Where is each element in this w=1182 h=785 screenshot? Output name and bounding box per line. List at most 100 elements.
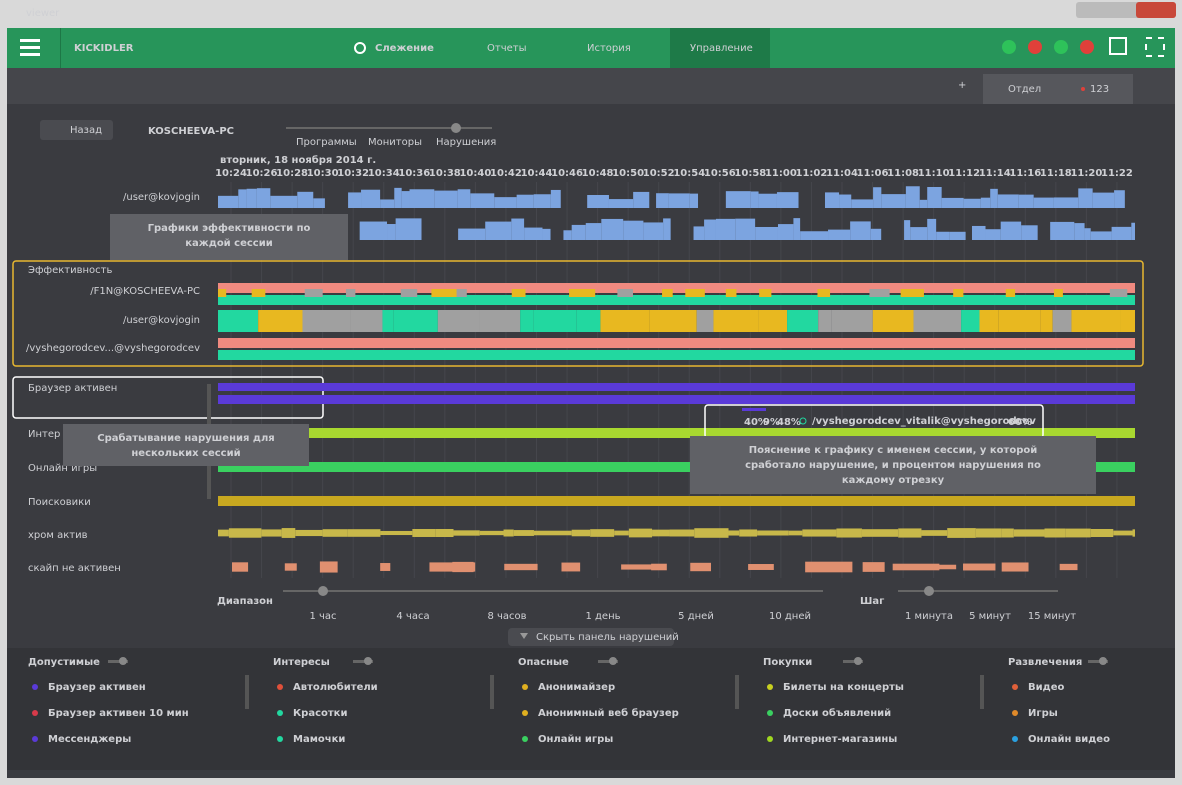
category-dot	[767, 736, 773, 742]
menu-icon[interactable]	[20, 53, 40, 56]
efficiency-segment	[617, 289, 634, 297]
step-option[interactable]: 1 минута	[905, 611, 953, 622]
category-item[interactable]: Красотки	[293, 708, 347, 719]
range-option[interactable]: 1 день	[585, 611, 620, 622]
mode-slider	[286, 127, 492, 129]
category-dot	[522, 684, 528, 690]
range-option[interactable]: 8 часов	[487, 611, 526, 622]
category-toggle[interactable]	[108, 660, 128, 663]
range-option[interactable]: 1 час	[309, 611, 336, 622]
menu-icon[interactable]	[20, 39, 40, 42]
category-item[interactable]: Браузер активен	[48, 682, 146, 693]
activity-bar	[401, 191, 410, 208]
category-item[interactable]: Доски объявлений	[783, 707, 891, 719]
mode-label[interactable]: Мониторы	[368, 137, 422, 148]
category-item[interactable]: Автолюбители	[293, 681, 378, 693]
category-item[interactable]: Мессенджеры	[48, 734, 131, 745]
category-toggle[interactable]	[843, 660, 863, 663]
activity-bar	[550, 189, 561, 208]
time-label: 10:46	[551, 168, 583, 179]
violation-segment	[218, 529, 229, 537]
activity-bar	[793, 218, 801, 240]
step-option[interactable]: 5 минут	[969, 611, 1011, 622]
activity-bar	[1053, 197, 1079, 208]
time-label: 10:30	[307, 168, 339, 179]
time-label: 11:20	[1070, 168, 1102, 179]
time-label: 10:28	[276, 168, 308, 179]
activity-bar	[663, 218, 671, 240]
range-knob[interactable]	[318, 586, 328, 596]
efficiency-segment	[713, 310, 759, 332]
activity-bar	[1092, 192, 1115, 208]
violation-strip	[218, 496, 1135, 506]
activity-bar	[643, 222, 664, 240]
violation-segment	[503, 529, 514, 537]
step-knob[interactable]	[924, 586, 934, 596]
time-label: 10:44	[521, 168, 553, 179]
activity-bar	[828, 229, 851, 240]
close-button[interactable]	[1136, 2, 1176, 18]
category-dot	[1012, 710, 1018, 716]
category-item[interactable]: Билеты на концерты	[783, 682, 904, 693]
category-item[interactable]: Интернет-магазины	[783, 734, 897, 745]
violation-strip	[218, 383, 1135, 391]
tab[interactable]	[983, 74, 1133, 104]
violation-segment	[975, 528, 1002, 538]
scrollbar	[980, 675, 984, 709]
category-item[interactable]: Браузер активен 10 мин	[48, 708, 189, 719]
efficiency-segment	[1109, 289, 1128, 297]
add-tab[interactable]: +	[958, 80, 966, 91]
mode-label[interactable]: Программы	[296, 137, 357, 148]
activity-bar	[927, 186, 942, 208]
category-toggle[interactable]	[353, 660, 373, 663]
range-option[interactable]: 5 дней	[678, 611, 714, 622]
mode-knob[interactable]	[451, 123, 461, 133]
activity-bar	[601, 218, 624, 240]
status-light	[1054, 40, 1068, 54]
fullscreen-icon[interactable]	[1145, 37, 1165, 57]
category-item[interactable]: Онлайн игры	[538, 734, 613, 745]
category-item[interactable]: Анонимный веб браузер	[538, 707, 679, 719]
activity-bar	[608, 199, 634, 208]
nav-item[interactable]: Управление	[690, 43, 753, 54]
activity-bar	[457, 189, 471, 208]
annotation-text: Срабатывание нарушения для	[97, 432, 274, 444]
annotation-text: нескольких сессий	[131, 448, 240, 459]
time-label: 11:02	[796, 168, 828, 179]
scrollbar	[245, 675, 249, 709]
efficiency-segment	[1005, 289, 1016, 297]
efficiency-segment	[218, 310, 259, 332]
step-option[interactable]: 15 минут	[1028, 611, 1076, 622]
back-button[interactable]	[40, 120, 113, 140]
hide-panel-button[interactable]	[508, 628, 674, 646]
range-option[interactable]: 10 дней	[769, 611, 811, 622]
category-item[interactable]: Видео	[1028, 682, 1064, 693]
hide-panel-label: Скрыть панель нарушений	[536, 632, 679, 643]
time-label: 10:52	[643, 168, 675, 179]
activity-bar	[758, 193, 777, 208]
efficiency-segment	[218, 289, 227, 297]
range-slider	[283, 590, 823, 592]
violation-segment	[533, 530, 572, 536]
mode-label[interactable]: Нарушения	[436, 137, 496, 148]
category-item[interactable]: Анонимайзер	[538, 682, 615, 693]
violation-segment	[504, 563, 538, 571]
nav-item[interactable]: Отчеты	[487, 43, 526, 54]
time-label: 11:04	[826, 168, 858, 179]
nav-item[interactable]: История	[587, 43, 631, 54]
menu-icon[interactable]	[20, 46, 40, 49]
activity-bar	[511, 218, 525, 240]
range-option[interactable]: 4 часа	[396, 611, 429, 622]
category-item[interactable]: Онлайн видео	[1028, 734, 1110, 745]
add-icon[interactable]	[1109, 37, 1127, 55]
time-label: 10:48	[582, 168, 614, 179]
activity-bar	[990, 188, 998, 208]
nav-item[interactable]: Слежение	[375, 43, 434, 54]
time-label: 11:14	[979, 168, 1011, 179]
category-item[interactable]: Игры	[1028, 708, 1058, 719]
category-toggle[interactable]	[598, 660, 618, 663]
category-item[interactable]: Мамочки	[293, 734, 345, 745]
violation-segment	[805, 561, 853, 573]
category-toggle[interactable]	[1088, 660, 1108, 663]
